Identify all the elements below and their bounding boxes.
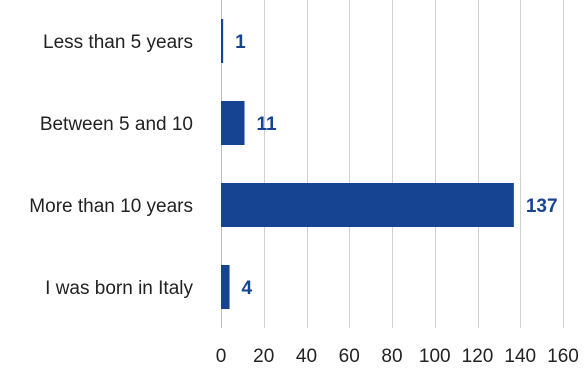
category-label: Less than 5 years [43,32,193,53]
category-label: I was born in Italy [45,278,193,299]
x-tick-label: 40 [296,346,317,367]
x-tick-label: 140 [504,346,536,367]
data-label: 137 [526,196,558,217]
x-tick-labels: 0 20 40 60 80 100 120 140 160 [216,346,579,367]
bar [221,19,224,63]
data-label: 11 [257,114,278,135]
data-label: 4 [242,278,253,299]
bar [221,183,514,227]
x-tick-label: 100 [419,346,451,367]
category-label: Between 5 and 10 [40,114,193,135]
bar [221,101,245,145]
x-tick-label: 20 [253,346,274,367]
x-tick-label: 60 [339,346,360,367]
x-tick-label: 80 [381,346,402,367]
x-tick-label: 120 [462,346,494,367]
category-labels: Less than 5 years Between 5 and 10 More th… [29,32,193,299]
bars [221,19,514,309]
bar [221,265,230,309]
gridlines [221,0,564,328]
category-label: More than 10 years [29,196,193,217]
data-label: 1 [235,32,246,53]
x-tick-label: 0 [216,346,227,367]
x-tick-label: 160 [547,346,579,367]
